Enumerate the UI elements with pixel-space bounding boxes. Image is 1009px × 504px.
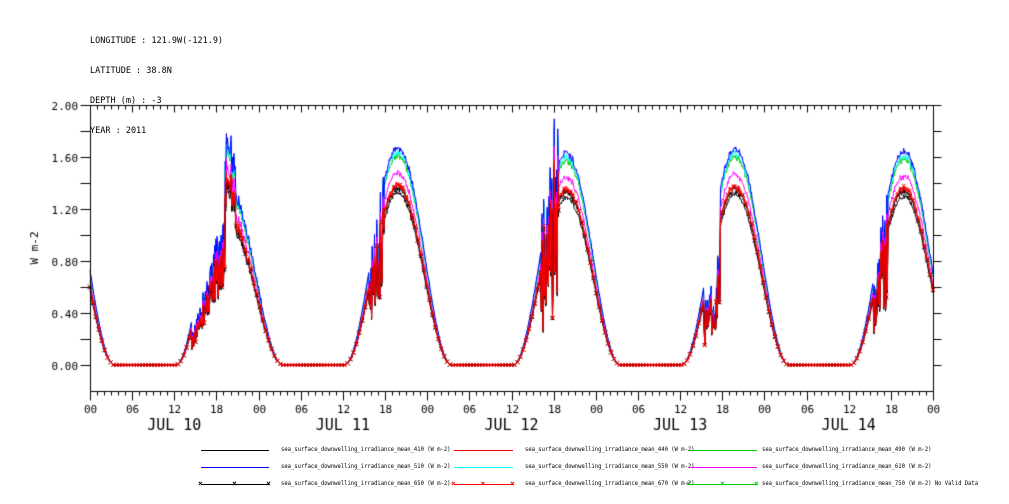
x-marker-icon: × [232, 479, 237, 488]
x-marker-icon: × [510, 479, 515, 488]
legend-label: sea_surface_downwelling_irradiance_mean_… [281, 480, 451, 487]
x-marker-icon: × [266, 479, 271, 488]
x-marker-icon: × [720, 479, 725, 488]
legend-line-sample [454, 450, 513, 451]
legend-label: sea_surface_downwelling_irradiance_mean_… [762, 480, 979, 487]
x-marker-icon: × [198, 479, 203, 488]
legend-label: sea_surface_downwelling_irradiance_mean_… [525, 480, 695, 487]
legend-label: sea_surface_downwelling_irradiance_mean_… [762, 463, 932, 470]
legend-label: sea_surface_downwelling_irradiance_mean_… [525, 446, 695, 453]
legend-line-sample [201, 450, 269, 451]
legend-line-sample [689, 450, 757, 451]
legend-line-sample [454, 484, 513, 485]
legend-line-sample [689, 467, 757, 468]
legend-label: sea_surface_downwelling_irradiance_mean_… [525, 463, 695, 470]
x-marker-icon: × [754, 479, 759, 488]
plot-canvas [0, 0, 1009, 440]
legend-line-sample [454, 467, 513, 468]
x-marker-icon: × [480, 479, 486, 488]
legend-label: sea_surface_downwelling_irradiance_mean_… [762, 446, 932, 453]
x-marker-icon: × [451, 479, 456, 488]
legend-line-sample [201, 484, 269, 485]
x-marker-icon: × [686, 479, 691, 488]
legend-line-sample [201, 467, 269, 468]
legend-line-sample [689, 484, 757, 485]
legend-label: sea_surface_downwelling_irradiance_mean_… [281, 446, 451, 453]
legend-label: sea_surface_downwelling_irradiance_mean_… [281, 463, 451, 470]
